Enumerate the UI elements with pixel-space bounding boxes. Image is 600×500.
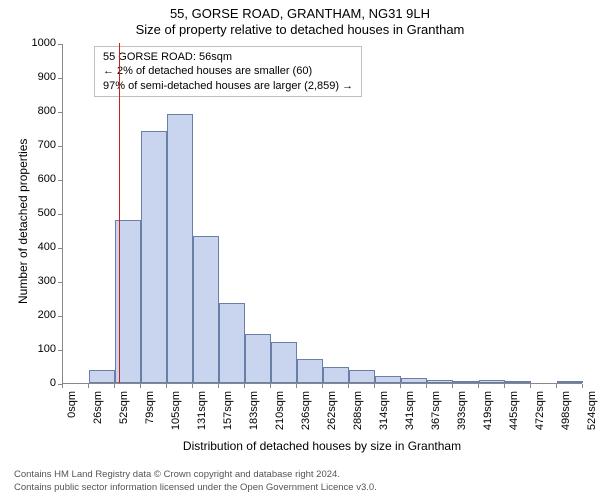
x-tick-label: 210sqm bbox=[274, 391, 286, 431]
histogram-bar bbox=[557, 381, 583, 383]
x-tick-label: 472sqm bbox=[534, 391, 546, 431]
x-tick-label: 236sqm bbox=[300, 391, 312, 431]
x-tick-mark bbox=[426, 384, 427, 388]
y-tick-label: 400 bbox=[38, 241, 56, 253]
x-tick-label: 131sqm bbox=[196, 391, 208, 431]
x-tick-label: 262sqm bbox=[326, 391, 338, 431]
y-tick-label: 300 bbox=[38, 275, 56, 287]
x-tick-label: 52sqm bbox=[118, 391, 130, 431]
reference-line bbox=[119, 43, 121, 383]
y-tick-label: 1000 bbox=[32, 37, 56, 49]
chart-title-address: 55, GORSE ROAD, GRANTHAM, NG31 9LH bbox=[0, 6, 600, 21]
histogram-bar bbox=[271, 342, 297, 383]
x-tick-label: 26sqm bbox=[92, 391, 104, 431]
x-tick-label: 498sqm bbox=[560, 391, 572, 431]
y-tick-label: 100 bbox=[38, 343, 56, 355]
y-tick-mark bbox=[58, 44, 62, 45]
x-tick-mark bbox=[88, 384, 89, 388]
x-tick-mark bbox=[114, 384, 115, 388]
y-tick-mark bbox=[58, 316, 62, 317]
x-tick-label: 419sqm bbox=[482, 391, 494, 431]
histogram-bar bbox=[219, 303, 245, 383]
histogram-bar bbox=[167, 114, 193, 383]
x-tick-mark bbox=[374, 384, 375, 388]
y-tick-mark bbox=[58, 214, 62, 215]
y-tick-mark bbox=[58, 282, 62, 283]
histogram-bar bbox=[453, 381, 479, 383]
x-tick-mark bbox=[348, 384, 349, 388]
chart-title-subtitle: Size of property relative to detached ho… bbox=[0, 22, 600, 37]
footer-attribution: Contains HM Land Registry data © Crown c… bbox=[14, 469, 377, 494]
histogram-bar bbox=[479, 380, 505, 383]
y-tick-mark bbox=[58, 350, 62, 351]
y-tick-label: 500 bbox=[38, 207, 56, 219]
histogram-bar bbox=[323, 367, 349, 383]
histogram-bar bbox=[349, 370, 375, 383]
x-tick-mark bbox=[478, 384, 479, 388]
y-tick-label: 700 bbox=[38, 139, 56, 151]
histogram-bar bbox=[245, 334, 271, 383]
x-tick-label: 314sqm bbox=[378, 391, 390, 431]
histogram-bar bbox=[375, 376, 401, 383]
x-tick-mark bbox=[62, 384, 63, 388]
x-tick-label: 0sqm bbox=[66, 391, 78, 431]
y-axis-label: Number of detached properties bbox=[16, 139, 30, 304]
x-tick-label: 183sqm bbox=[248, 391, 260, 431]
x-tick-mark bbox=[296, 384, 297, 388]
y-tick-mark bbox=[58, 78, 62, 79]
x-tick-mark bbox=[244, 384, 245, 388]
plot-area bbox=[62, 44, 582, 384]
histogram-bar bbox=[193, 236, 219, 383]
y-tick-mark bbox=[58, 248, 62, 249]
histogram-bar bbox=[297, 359, 323, 383]
x-tick-label: 341sqm bbox=[404, 391, 416, 431]
x-tick-label: 367sqm bbox=[430, 391, 442, 431]
footer-line-1: Contains HM Land Registry data © Crown c… bbox=[14, 469, 377, 481]
x-tick-mark bbox=[504, 384, 505, 388]
y-tick-label: 600 bbox=[38, 173, 56, 185]
y-tick-label: 900 bbox=[38, 71, 56, 83]
x-tick-mark bbox=[530, 384, 531, 388]
y-tick-mark bbox=[58, 112, 62, 113]
y-tick-mark bbox=[58, 146, 62, 147]
footer-line-2: Contains public sector information licen… bbox=[14, 482, 377, 494]
x-tick-mark bbox=[452, 384, 453, 388]
x-tick-label: 157sqm bbox=[222, 391, 234, 431]
x-tick-label: 79sqm bbox=[144, 391, 156, 431]
y-tick-label: 0 bbox=[50, 377, 56, 389]
x-tick-mark bbox=[322, 384, 323, 388]
x-tick-mark bbox=[400, 384, 401, 388]
histogram-bar bbox=[427, 380, 453, 383]
x-axis-label: Distribution of detached houses by size … bbox=[62, 439, 582, 453]
x-tick-mark bbox=[192, 384, 193, 388]
y-tick-label: 200 bbox=[38, 309, 56, 321]
histogram-bar bbox=[89, 370, 115, 383]
x-tick-mark bbox=[556, 384, 557, 388]
y-tick-label: 800 bbox=[38, 105, 56, 117]
histogram-bar bbox=[141, 131, 167, 383]
x-tick-mark bbox=[140, 384, 141, 388]
x-tick-label: 524sqm bbox=[586, 391, 598, 431]
x-tick-mark bbox=[218, 384, 219, 388]
y-tick-mark bbox=[58, 180, 62, 181]
histogram-bar bbox=[505, 381, 531, 383]
x-tick-mark bbox=[270, 384, 271, 388]
x-tick-mark bbox=[582, 384, 583, 388]
x-tick-label: 288sqm bbox=[352, 391, 364, 431]
x-tick-label: 393sqm bbox=[456, 391, 468, 431]
histogram-bar bbox=[401, 378, 427, 383]
x-tick-label: 105sqm bbox=[170, 391, 182, 431]
x-tick-mark bbox=[166, 384, 167, 388]
x-tick-label: 445sqm bbox=[508, 391, 520, 431]
